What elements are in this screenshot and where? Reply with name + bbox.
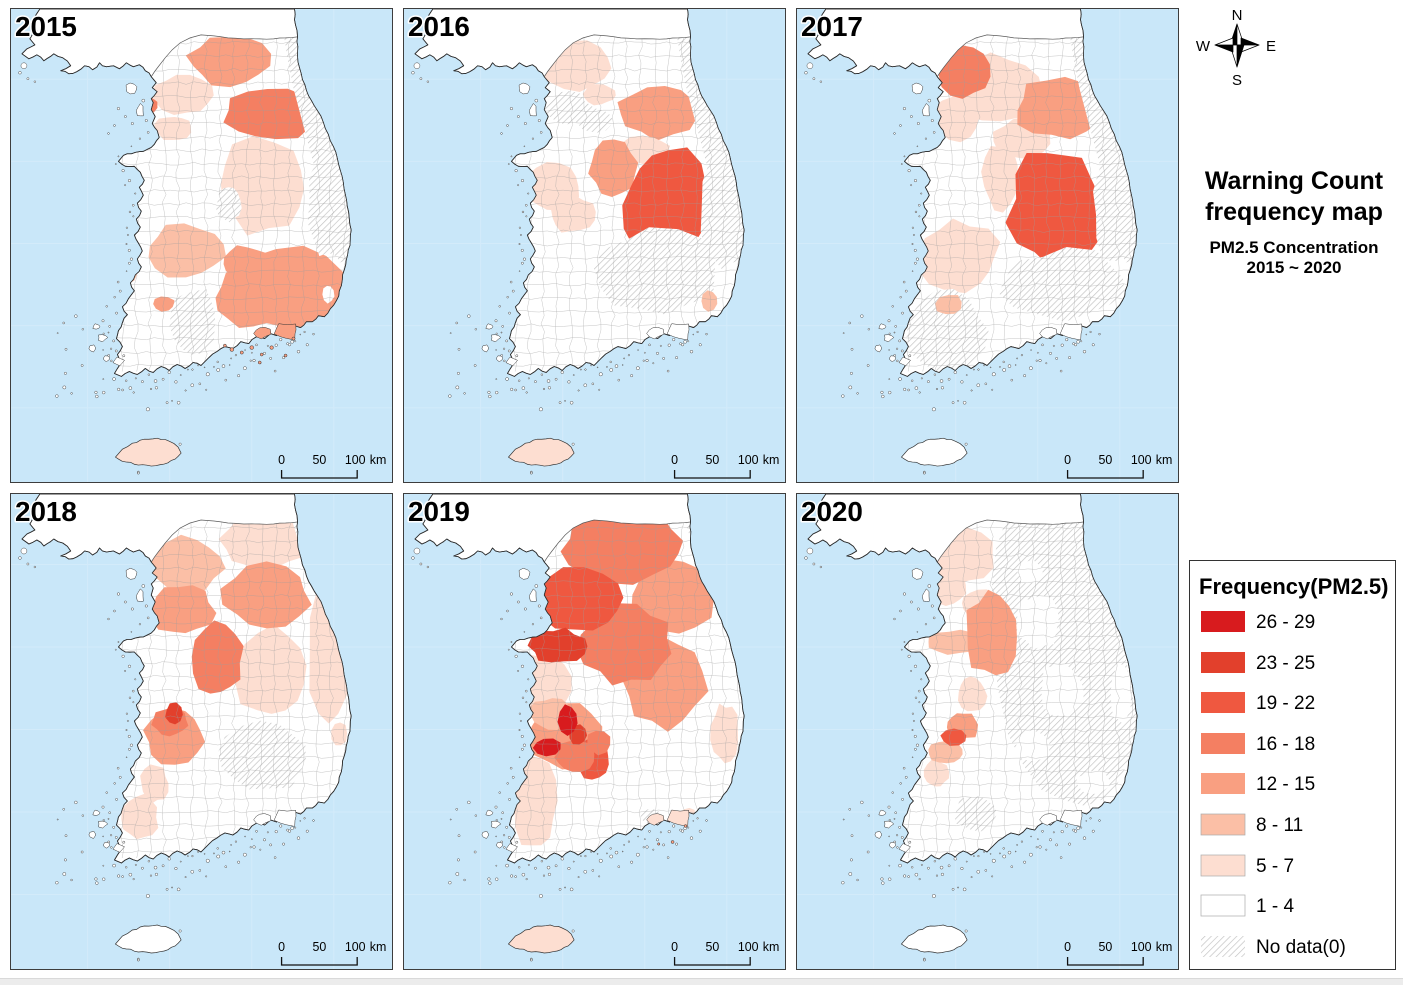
- svg-text:0: 0: [671, 940, 678, 954]
- svg-text:50: 50: [1098, 940, 1112, 954]
- svg-text:km: km: [763, 453, 780, 467]
- svg-text:100: 100: [738, 453, 759, 467]
- svg-text:5 - 7: 5 - 7: [1256, 856, 1294, 877]
- svg-text:E: E: [1266, 38, 1276, 55]
- svg-text:0: 0: [278, 940, 285, 954]
- svg-text:16 - 18: 16 - 18: [1256, 734, 1315, 755]
- svg-text:2018: 2018: [15, 496, 77, 527]
- svg-text:2017: 2017: [801, 11, 863, 42]
- svg-text:1 - 4: 1 - 4: [1256, 896, 1294, 917]
- svg-text:50: 50: [312, 453, 326, 467]
- svg-text:km: km: [1156, 453, 1173, 467]
- svg-text:0: 0: [671, 453, 678, 467]
- svg-text:100: 100: [1131, 453, 1152, 467]
- svg-text:26 - 29: 26 - 29: [1256, 612, 1315, 633]
- svg-text:50: 50: [1098, 453, 1112, 467]
- svg-text:23 - 25: 23 - 25: [1256, 653, 1315, 674]
- svg-text:50: 50: [705, 453, 719, 467]
- svg-text:W: W: [1196, 38, 1211, 55]
- svg-text:km: km: [370, 453, 387, 467]
- svg-text:50: 50: [312, 940, 326, 954]
- svg-text:No data(0): No data(0): [1256, 937, 1346, 958]
- svg-text:100: 100: [345, 453, 366, 467]
- svg-text:100: 100: [1131, 940, 1152, 954]
- svg-text:19 - 22: 19 - 22: [1256, 693, 1315, 714]
- svg-text:50: 50: [705, 940, 719, 954]
- svg-text:2020: 2020: [801, 496, 863, 527]
- svg-text:100: 100: [738, 940, 759, 954]
- svg-text:8 - 11: 8 - 11: [1256, 815, 1303, 836]
- svg-text:0: 0: [278, 453, 285, 467]
- svg-text:2015: 2015: [15, 11, 77, 42]
- svg-text:0: 0: [1064, 940, 1071, 954]
- svg-text:2019: 2019: [408, 496, 470, 527]
- svg-text:km: km: [370, 940, 387, 954]
- svg-text:0: 0: [1064, 453, 1071, 467]
- svg-text:100: 100: [345, 940, 366, 954]
- svg-text:km: km: [763, 940, 780, 954]
- svg-text:2016: 2016: [408, 11, 470, 42]
- svg-text:N: N: [1232, 7, 1243, 24]
- svg-text:S: S: [1232, 72, 1242, 89]
- svg-text:km: km: [1156, 940, 1173, 954]
- svg-text:12 - 15: 12 - 15: [1256, 774, 1315, 795]
